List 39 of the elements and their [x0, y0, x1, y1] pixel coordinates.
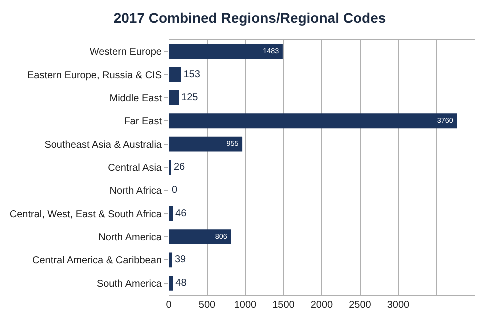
- y-tick-label: North Africa: [110, 186, 162, 198]
- x-tick-label: 2000: [310, 300, 334, 311]
- bar: [169, 206, 174, 222]
- bar: [169, 276, 174, 291]
- bar: [169, 44, 283, 60]
- x-tick-label: 0: [166, 300, 172, 311]
- x-tick-label: 2500: [349, 300, 372, 311]
- data-label: 26: [174, 162, 186, 173]
- chart-title: 2017 Combined Regions/Regional Codes: [114, 10, 386, 26]
- y-tick-label: Central America & Caribbean: [32, 256, 162, 267]
- y-tick-label: South America: [96, 278, 162, 290]
- x-tick-label: 500: [198, 300, 216, 311]
- data-label: 46: [176, 208, 188, 220]
- data-label: 125: [182, 92, 199, 104]
- y-tick-label: Western Europe: [90, 47, 162, 58]
- y-tick-label: Central Asia: [108, 163, 162, 174]
- y-tick-label: Central, West, East & South Africa: [10, 209, 162, 220]
- bar: [169, 136, 243, 152]
- y-tick-label: Middle East: [110, 93, 162, 104]
- x-tick-label: 3000: [387, 300, 410, 311]
- data-label: 3760: [437, 116, 454, 125]
- data-label: 153: [184, 69, 201, 80]
- bar: [169, 252, 172, 268]
- bar: [169, 67, 182, 82]
- x-tick-label: 1000: [234, 300, 258, 311]
- data-label: 0: [172, 185, 178, 196]
- y-tick-label: Southeast Asia & Australia: [44, 140, 162, 151]
- data-label: 39: [174, 254, 187, 266]
- bar: [169, 230, 232, 244]
- data-label: 48: [176, 278, 188, 289]
- data-label: 955: [226, 139, 239, 148]
- bar: [169, 114, 458, 129]
- y-tick-label: Eastern Europe, Russia & CIS: [27, 70, 162, 82]
- bar: [169, 90, 180, 106]
- data-label: 806: [215, 232, 228, 241]
- x-tick-label: 1500: [272, 300, 296, 311]
- data-label: 1483: [263, 46, 280, 56]
- y-tick-label: North America: [98, 232, 162, 244]
- y-tick-label: Far East: [124, 116, 162, 128]
